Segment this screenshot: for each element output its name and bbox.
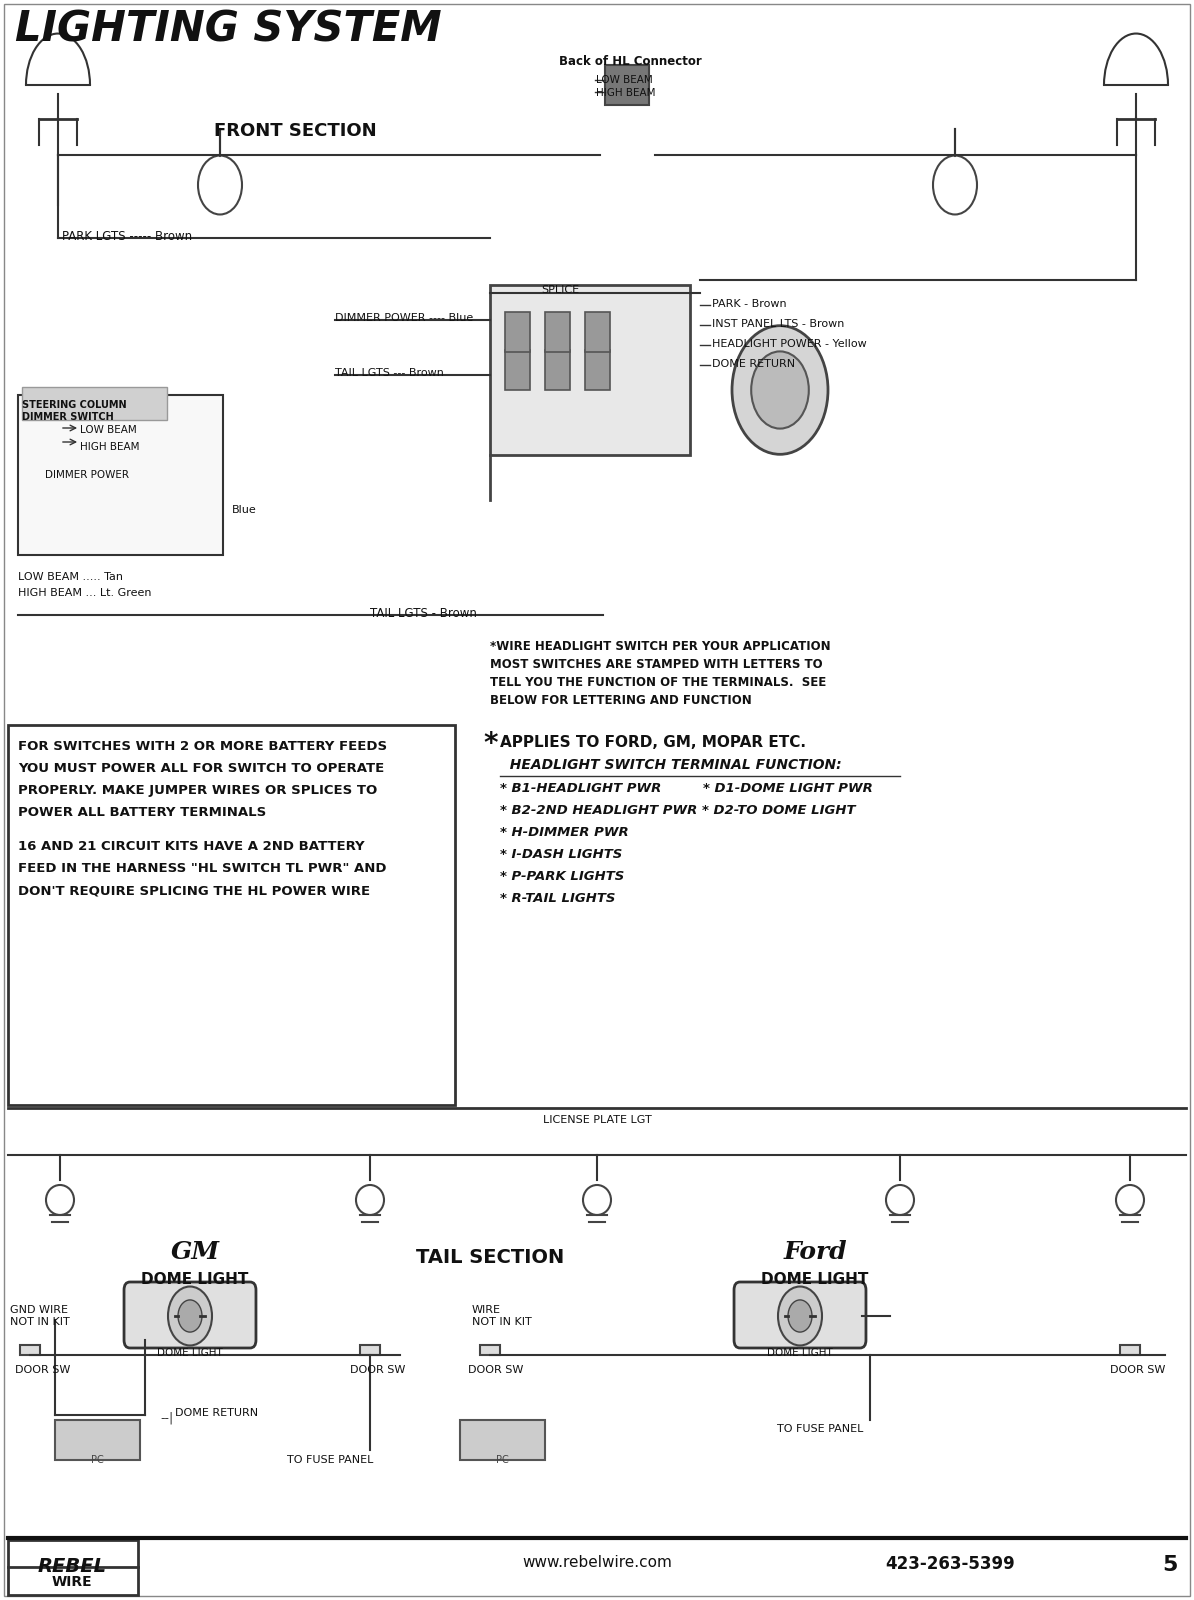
Text: APPLIES TO FORD, GM, MOPAR ETC.: APPLIES TO FORD, GM, MOPAR ETC. [500, 734, 806, 750]
Text: DOME RETURN: DOME RETURN [712, 358, 795, 370]
Circle shape [168, 1286, 213, 1346]
Text: TAIL LGTS --- Brown: TAIL LGTS --- Brown [336, 368, 444, 378]
Text: DOME LIGHT: DOME LIGHT [762, 1272, 869, 1286]
Text: WIRE
NOT IN KIT: WIRE NOT IN KIT [472, 1306, 531, 1326]
Text: DOOR SW: DOOR SW [16, 1365, 70, 1374]
Bar [8, 725, 455, 1106]
Text: * B1-HEADLIGHT PWR         * D1-DOME LIGHT PWR: * B1-HEADLIGHT PWR * D1-DOME LIGHT PWR [500, 782, 873, 795]
FancyBboxPatch shape [460, 1421, 544, 1459]
Text: TAIL LGTS - Brown: TAIL LGTS - Brown [370, 606, 476, 619]
Text: HEADLIGHT POWER - Yellow: HEADLIGHT POWER - Yellow [712, 339, 867, 349]
Text: 423-263-5399: 423-263-5399 [885, 1555, 1015, 1573]
Text: Ford: Ford [783, 1240, 847, 1264]
Text: * P-PARK LIGHTS: * P-PARK LIGHTS [500, 870, 624, 883]
Text: 16 AND 21 CIRCUIT KITS HAVE A 2ND BATTERY: 16 AND 21 CIRCUIT KITS HAVE A 2ND BATTER… [18, 840, 364, 853]
Text: DOOR SW: DOOR SW [468, 1365, 523, 1374]
FancyBboxPatch shape [21, 387, 167, 419]
Text: STEERING COLUMN
DIMMER SWITCH: STEERING COLUMN DIMMER SWITCH [21, 400, 127, 421]
FancyBboxPatch shape [480, 1346, 500, 1355]
Circle shape [751, 352, 808, 429]
Text: www.rebelwire.com: www.rebelwire.com [522, 1555, 672, 1570]
Bar [490, 285, 690, 454]
Text: DOOR SW: DOOR SW [350, 1365, 406, 1374]
Bar [544, 312, 570, 352]
Circle shape [178, 1299, 202, 1333]
Text: FEED IN THE HARNESS "HL SWITCH TL PWR" AND: FEED IN THE HARNESS "HL SWITCH TL PWR" A… [18, 862, 387, 875]
FancyBboxPatch shape [20, 1346, 41, 1355]
Text: DIMMER POWER ---- Blue: DIMMER POWER ---- Blue [336, 314, 473, 323]
Text: Back of HL Connector: Back of HL Connector [559, 54, 701, 67]
Text: LICENSE PLATE LGT: LICENSE PLATE LGT [542, 1115, 652, 1125]
FancyBboxPatch shape [605, 66, 650, 106]
Text: LOW BEAM ..... Tan: LOW BEAM ..... Tan [18, 573, 123, 582]
Text: LOW BEAM: LOW BEAM [596, 75, 653, 85]
Text: WIRE: WIRE [51, 1574, 92, 1589]
Text: * H-DIMMER PWR: * H-DIMMER PWR [500, 826, 629, 838]
Text: Blue: Blue [232, 506, 257, 515]
Text: PROPERLY. MAKE JUMPER WIRES OR SPLICES TO: PROPERLY. MAKE JUMPER WIRES OR SPLICES T… [18, 784, 377, 797]
Text: --|: --| [160, 1411, 173, 1424]
Text: * B2-2ND HEADLIGHT PWR * D2-TO DOME LIGHT: * B2-2ND HEADLIGHT PWR * D2-TO DOME LIGH… [500, 803, 855, 818]
Text: GM: GM [171, 1240, 220, 1264]
Bar [505, 312, 530, 352]
Text: *: * [484, 730, 498, 758]
Text: DOME LIGHT: DOME LIGHT [141, 1272, 248, 1286]
Text: TELL YOU THE FUNCTION OF THE TERMINALS.  SEE: TELL YOU THE FUNCTION OF THE TERMINALS. … [490, 675, 826, 690]
FancyBboxPatch shape [8, 1539, 139, 1595]
Text: DON'T REQUIRE SPLICING THE HL POWER WIRE: DON'T REQUIRE SPLICING THE HL POWER WIRE [18, 883, 370, 898]
Text: HEADLIGHT SWITCH TERMINAL FUNCTION:: HEADLIGHT SWITCH TERMINAL FUNCTION: [500, 758, 842, 773]
FancyBboxPatch shape [1120, 1346, 1140, 1355]
Text: PARK - Brown: PARK - Brown [712, 299, 787, 309]
Text: GND WIRE
NOT IN KIT: GND WIRE NOT IN KIT [10, 1306, 69, 1326]
Bar [544, 350, 570, 390]
Text: DOME RETURN: DOME RETURN [176, 1408, 258, 1418]
FancyBboxPatch shape [124, 1282, 256, 1347]
Text: PC: PC [91, 1454, 104, 1466]
Text: *WIRE HEADLIGHT SWITCH PER YOUR APPLICATION: *WIRE HEADLIGHT SWITCH PER YOUR APPLICAT… [490, 640, 831, 653]
Text: DOOR SW: DOOR SW [1110, 1365, 1165, 1374]
Text: HIGH BEAM: HIGH BEAM [80, 442, 140, 451]
Bar [505, 350, 530, 390]
Text: TAIL SECTION: TAIL SECTION [416, 1248, 564, 1267]
Text: LIGHTING SYSTEM: LIGHTING SYSTEM [16, 8, 442, 50]
FancyBboxPatch shape [734, 1282, 866, 1347]
FancyBboxPatch shape [55, 1421, 140, 1459]
Bar [585, 350, 610, 390]
Text: YOU MUST POWER ALL FOR SWITCH TO OPERATE: YOU MUST POWER ALL FOR SWITCH TO OPERATE [18, 762, 384, 774]
Text: INST PANEL LTS - Brown: INST PANEL LTS - Brown [712, 318, 844, 330]
Circle shape [778, 1286, 821, 1346]
Bar [18, 395, 223, 555]
Text: PC: PC [496, 1454, 509, 1466]
Text: 5: 5 [1162, 1555, 1177, 1574]
Text: DIMMER POWER: DIMMER POWER [45, 470, 129, 480]
Text: DOME LIGHT: DOME LIGHT [767, 1347, 833, 1358]
Text: DOME LIGHT: DOME LIGHT [158, 1347, 223, 1358]
Text: * R-TAIL LIGHTS: * R-TAIL LIGHTS [500, 893, 615, 906]
Text: PARK LGTS ----- Brown: PARK LGTS ----- Brown [62, 230, 192, 243]
Text: HIGH BEAM ... Lt. Green: HIGH BEAM ... Lt. Green [18, 587, 152, 598]
Text: SPLICE: SPLICE [541, 285, 579, 294]
Text: LOW BEAM: LOW BEAM [80, 426, 137, 435]
Circle shape [732, 326, 827, 454]
Text: MOST SWITCHES ARE STAMPED WITH LETTERS TO: MOST SWITCHES ARE STAMPED WITH LETTERS T… [490, 658, 823, 670]
FancyBboxPatch shape [361, 1346, 380, 1355]
Text: HIGH BEAM: HIGH BEAM [596, 88, 656, 98]
Text: POWER ALL BATTERY TERMINALS: POWER ALL BATTERY TERMINALS [18, 806, 266, 819]
Text: REBEL: REBEL [37, 1557, 106, 1576]
Text: BELOW FOR LETTERING AND FUNCTION: BELOW FOR LETTERING AND FUNCTION [490, 694, 752, 707]
Text: FRONT SECTION: FRONT SECTION [214, 122, 376, 141]
Text: * I-DASH LIGHTS: * I-DASH LIGHTS [500, 848, 622, 861]
Text: FOR SWITCHES WITH 2 OR MORE BATTERY FEEDS: FOR SWITCHES WITH 2 OR MORE BATTERY FEED… [18, 739, 387, 754]
Circle shape [788, 1299, 812, 1333]
Text: TO FUSE PANEL: TO FUSE PANEL [287, 1454, 374, 1466]
Text: TO FUSE PANEL: TO FUSE PANEL [777, 1424, 863, 1434]
Bar [585, 312, 610, 352]
